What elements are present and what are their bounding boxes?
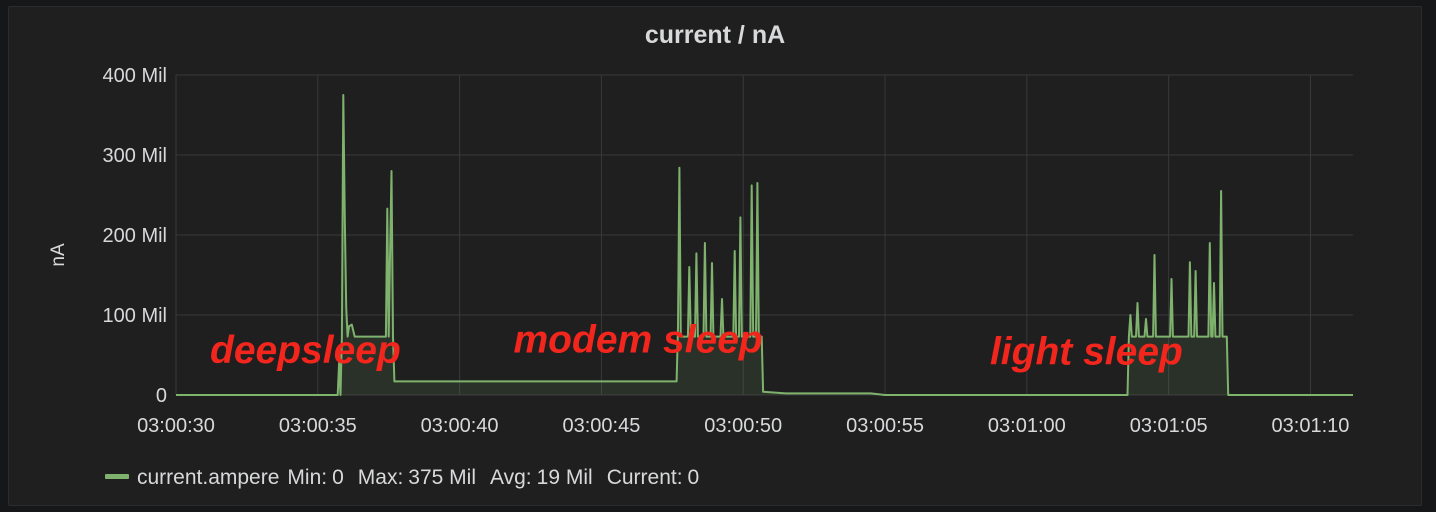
chart-title[interactable]: current / nA [645,21,785,49]
annotation-label: deepsleep [210,329,401,372]
x-tick-label: 03:00:35 [279,415,357,437]
x-tick-label: 03:00:55 [846,415,924,437]
x-tick-label: 03:01:00 [988,415,1066,437]
x-tick-label: 03:01:05 [1130,415,1208,437]
annotations: deepsleep modem sleep light sleep [210,319,1183,374]
x-tick-label: 03:00:40 [421,415,499,437]
legend: current.ampere Min: 0 Max: 375 Mil Avg: … [105,466,699,489]
x-tick-label: 03:01:10 [1272,415,1350,437]
legend-min-value: 0 [332,466,344,489]
graph-panel: current / nA 0 100 Mil 200 Mil 300 Mil 400 M… [8,6,1422,506]
legend-max-label: Max: [358,466,404,489]
legend-current-value: 0 [688,466,700,489]
x-tick-label: 03:00:30 [137,415,215,437]
legend-max-value: 375 Mil [408,466,476,489]
y-tick-label: 200 Mil [103,225,167,247]
y-tick-label: 0 [156,385,167,407]
x-tick-label: 03:00:45 [562,415,640,437]
x-axis: 03:00:30 03:00:35 03:00:40 03:00:45 03:00:50… [137,415,1349,437]
legend-min-label: Min: [287,466,327,489]
legend-series-name[interactable]: current.ampere [137,466,279,489]
y-axis-label: nA [48,243,69,267]
series-line[interactable] [176,94,1353,396]
y-tick-label: 300 Mil [103,145,167,167]
annotation-label: light sleep [990,331,1183,374]
legend-current-label: Current: [607,466,683,489]
series-line-group [176,94,1353,396]
y-tick-label: 100 Mil [103,305,167,327]
y-tick-label: 400 Mil [103,65,167,87]
legend-swatch[interactable] [105,474,129,479]
chart-canvas: current / nA 0 100 Mil 200 Mil 300 Mil 400 M… [48,21,1353,489]
x-tick-label: 03:00:50 [704,415,782,437]
legend-avg-label: Avg: [490,466,532,489]
y-axis: 0 100 Mil 200 Mil 300 Mil 400 Mil [103,65,167,407]
legend-avg-value: 19 Mil [537,466,593,489]
annotation-label: modem sleep [514,319,763,362]
grid [175,74,1353,396]
